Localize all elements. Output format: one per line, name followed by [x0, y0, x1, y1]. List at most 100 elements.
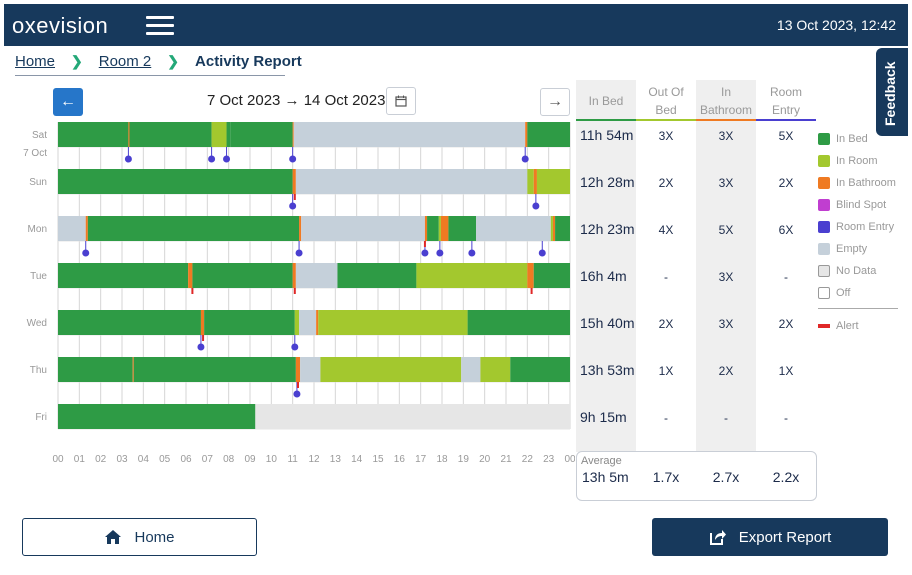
x-tick-label: 00 — [564, 454, 575, 465]
activity-segment-bath — [200, 310, 205, 335]
in-bed-duration: 13h 53m — [580, 362, 635, 378]
room-entry-marker — [197, 343, 205, 351]
out-of-bed-count: 2X — [658, 317, 674, 331]
legend-swatch — [818, 177, 830, 189]
room-entry-marker — [208, 155, 216, 163]
room-entry-header-underline — [756, 119, 816, 121]
room-entry-count: - — [784, 411, 788, 425]
activity-segment-bed — [427, 216, 439, 241]
room-entry-marker — [293, 390, 301, 398]
legend-label: Blind Spot — [836, 199, 887, 211]
home-button[interactable]: Home — [22, 518, 257, 556]
out-of-bed-header-underline — [636, 119, 696, 121]
date-label: 7 Oct — [23, 148, 47, 159]
activity-segment-bed — [129, 122, 212, 147]
legend-swatch — [818, 243, 830, 255]
legend-item-empty: Empty — [818, 238, 898, 260]
in-bed-duration: 9h 15m — [580, 409, 627, 425]
legend-item-alert: Alert — [818, 315, 898, 337]
x-tick-label: 05 — [159, 454, 171, 465]
chevron-right-icon: ❯ — [71, 53, 83, 69]
legend-swatch — [818, 324, 830, 328]
room-entry-marker — [538, 249, 546, 257]
out-of-bed-count: 1X — [658, 364, 674, 378]
room-entry-count: 2X — [778, 176, 794, 190]
legend-item-off: Off — [818, 282, 898, 304]
activity-segment-room — [527, 169, 534, 194]
out-of-bed-count: - — [664, 270, 668, 284]
room-entry-marker — [521, 155, 529, 163]
day-label: Sun — [29, 177, 47, 188]
activity-segment-room — [318, 310, 468, 335]
x-tick-label: 21 — [500, 454, 512, 465]
legend-swatch — [818, 265, 830, 277]
activity-segment-empty — [476, 216, 551, 241]
activity-segment-bed — [527, 122, 570, 147]
activity-segment-bed — [337, 263, 417, 288]
breadcrumb: Home ❯ Room 2 ❯ Activity Report — [15, 53, 302, 70]
activity-segment-room — [480, 357, 511, 382]
home-icon — [104, 529, 122, 545]
out-of-bed-count: - — [664, 411, 668, 425]
activity-segment-bed — [230, 122, 293, 147]
activity-segment-bed — [204, 310, 295, 335]
activity-segment-bath — [440, 216, 449, 241]
bathroom-count: - — [724, 411, 728, 425]
calendar-icon — [395, 95, 407, 107]
date-range: 7 Oct 2023 → 14 Oct 2023 — [207, 92, 386, 109]
alert-marker — [293, 288, 296, 294]
activity-segment-bed — [467, 310, 570, 335]
legend-item-blind: Blind Spot — [818, 194, 898, 216]
legend-label: Empty — [836, 243, 868, 255]
activity-segment-bath — [295, 357, 301, 382]
feedback-tab[interactable]: Feedback — [876, 48, 908, 136]
activity-segment-bath — [533, 169, 537, 194]
export-report-button[interactable]: Export Report — [652, 518, 888, 556]
room-entry-count: 2X — [778, 317, 794, 331]
average-in-bed: 13h 5m — [582, 469, 629, 485]
activity-segment-empty — [461, 357, 481, 382]
room-entry-marker — [532, 202, 540, 210]
bathroom-count: 3X — [718, 270, 734, 284]
activity-segment-room — [211, 122, 227, 147]
next-week-button[interactable]: → — [540, 88, 570, 116]
x-tick-label: 18 — [436, 454, 448, 465]
out-of-bed-count: 3X — [658, 129, 674, 143]
legend-label: In Room — [836, 155, 878, 167]
home-button-label: Home — [134, 528, 175, 546]
breadcrumb-room[interactable]: Room 2 — [98, 53, 152, 70]
top-bar: oxevision 13 Oct 2023, 12:42 — [4, 4, 908, 46]
x-tick-label: 02 — [95, 454, 107, 465]
page-title: Activity Report — [195, 53, 302, 70]
activity-segment-bath — [299, 216, 302, 241]
legend-label: Alert — [836, 320, 859, 332]
room-entry-marker — [82, 249, 90, 257]
menu-icon[interactable] — [146, 16, 174, 36]
calendar-button[interactable] — [386, 87, 416, 115]
activity-segment-room — [438, 216, 441, 241]
room-entry-marker — [436, 249, 444, 257]
activity-segment-empty — [295, 263, 338, 288]
legend-divider — [818, 308, 898, 309]
in-bed-duration: 16h 4m — [580, 268, 627, 284]
activity-segment-empty — [58, 216, 86, 241]
x-tick-label: 00 — [52, 454, 64, 465]
share-icon — [709, 529, 727, 545]
legend-label: Off — [836, 287, 851, 299]
activity-segment-empty — [293, 122, 526, 147]
brand-logo[interactable]: oxevision — [12, 13, 109, 38]
breadcrumb-home[interactable]: Home — [15, 53, 56, 70]
header-in-bathroom: In Bathroom — [699, 85, 753, 117]
out-of-bed-count: 2X — [658, 176, 674, 190]
x-tick-label: 15 — [372, 454, 384, 465]
legend-swatch — [818, 133, 830, 145]
activity-segment-bath — [292, 169, 296, 194]
previous-week-button[interactable]: ← — [53, 88, 83, 116]
room-entry-count: - — [784, 270, 788, 284]
activity-segment-bed — [58, 404, 256, 429]
activity-segment-bath — [292, 122, 294, 147]
legend-item-entry: Room Entry — [818, 216, 898, 238]
alert-marker — [423, 241, 426, 247]
x-tick-label: 16 — [394, 454, 406, 465]
room-entry-count: 5X — [778, 129, 794, 143]
